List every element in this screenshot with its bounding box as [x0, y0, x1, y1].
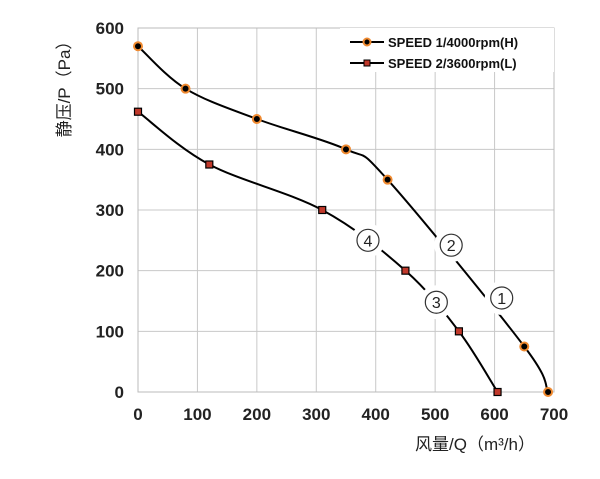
data-point-speed1	[519, 341, 530, 352]
y-tick-label: 400	[96, 140, 124, 159]
annotation-label: 2	[447, 238, 456, 255]
data-point-speed2	[205, 160, 214, 169]
data-point-speed1	[543, 387, 554, 397]
x-tick-label: 700	[540, 405, 568, 424]
legend-marker	[363, 59, 371, 67]
x-tick-label: 400	[362, 405, 390, 424]
annotation-label: 4	[364, 233, 373, 250]
x-tick-label: 0	[133, 405, 142, 424]
legend-marker	[362, 37, 372, 47]
data-point-speed1	[382, 174, 393, 185]
annotation-circle	[490, 286, 514, 310]
data-point-speed1	[180, 83, 191, 94]
legend-label: SPEED 2/3600rpm(L)	[388, 56, 517, 71]
data-point-speed2	[401, 266, 410, 275]
y-tick-label: 300	[96, 201, 124, 220]
data-point-speed1	[341, 144, 351, 155]
annotation-circle	[424, 290, 448, 314]
annotation-circle	[356, 228, 380, 252]
data-point-speed2	[454, 327, 464, 336]
y-tick-label: 100	[96, 322, 124, 341]
x-tick-label: 500	[421, 405, 449, 424]
annotation-circle	[439, 233, 463, 257]
x-tick-label: 300	[302, 405, 330, 424]
data-point-speed2	[493, 387, 502, 397]
y-tick-label: 500	[96, 80, 124, 99]
y-axis-label: 静压/P（Pa）	[55, 33, 74, 138]
x-tick-label: 600	[480, 405, 508, 424]
data-point-speed1	[133, 41, 143, 52]
x-tick-label: 100	[183, 405, 211, 424]
series-line-1	[137, 45, 549, 393]
x-tick-label: 200	[243, 405, 271, 424]
data-point-speed2	[318, 205, 327, 215]
annotation-label: 1	[497, 291, 506, 308]
data-point-speed2	[133, 107, 143, 116]
y-tick-label: 200	[96, 262, 124, 281]
legend-label: SPEED 1/4000rpm(H)	[388, 35, 518, 50]
y-tick-label: 600	[96, 19, 124, 38]
annotation-label: 3	[432, 295, 441, 312]
y-tick-label: 0	[115, 383, 124, 402]
legend-box	[340, 28, 554, 72]
data-point-speed1	[251, 114, 262, 124]
x-axis-label: 风量/Q（m³/h）	[415, 435, 535, 454]
